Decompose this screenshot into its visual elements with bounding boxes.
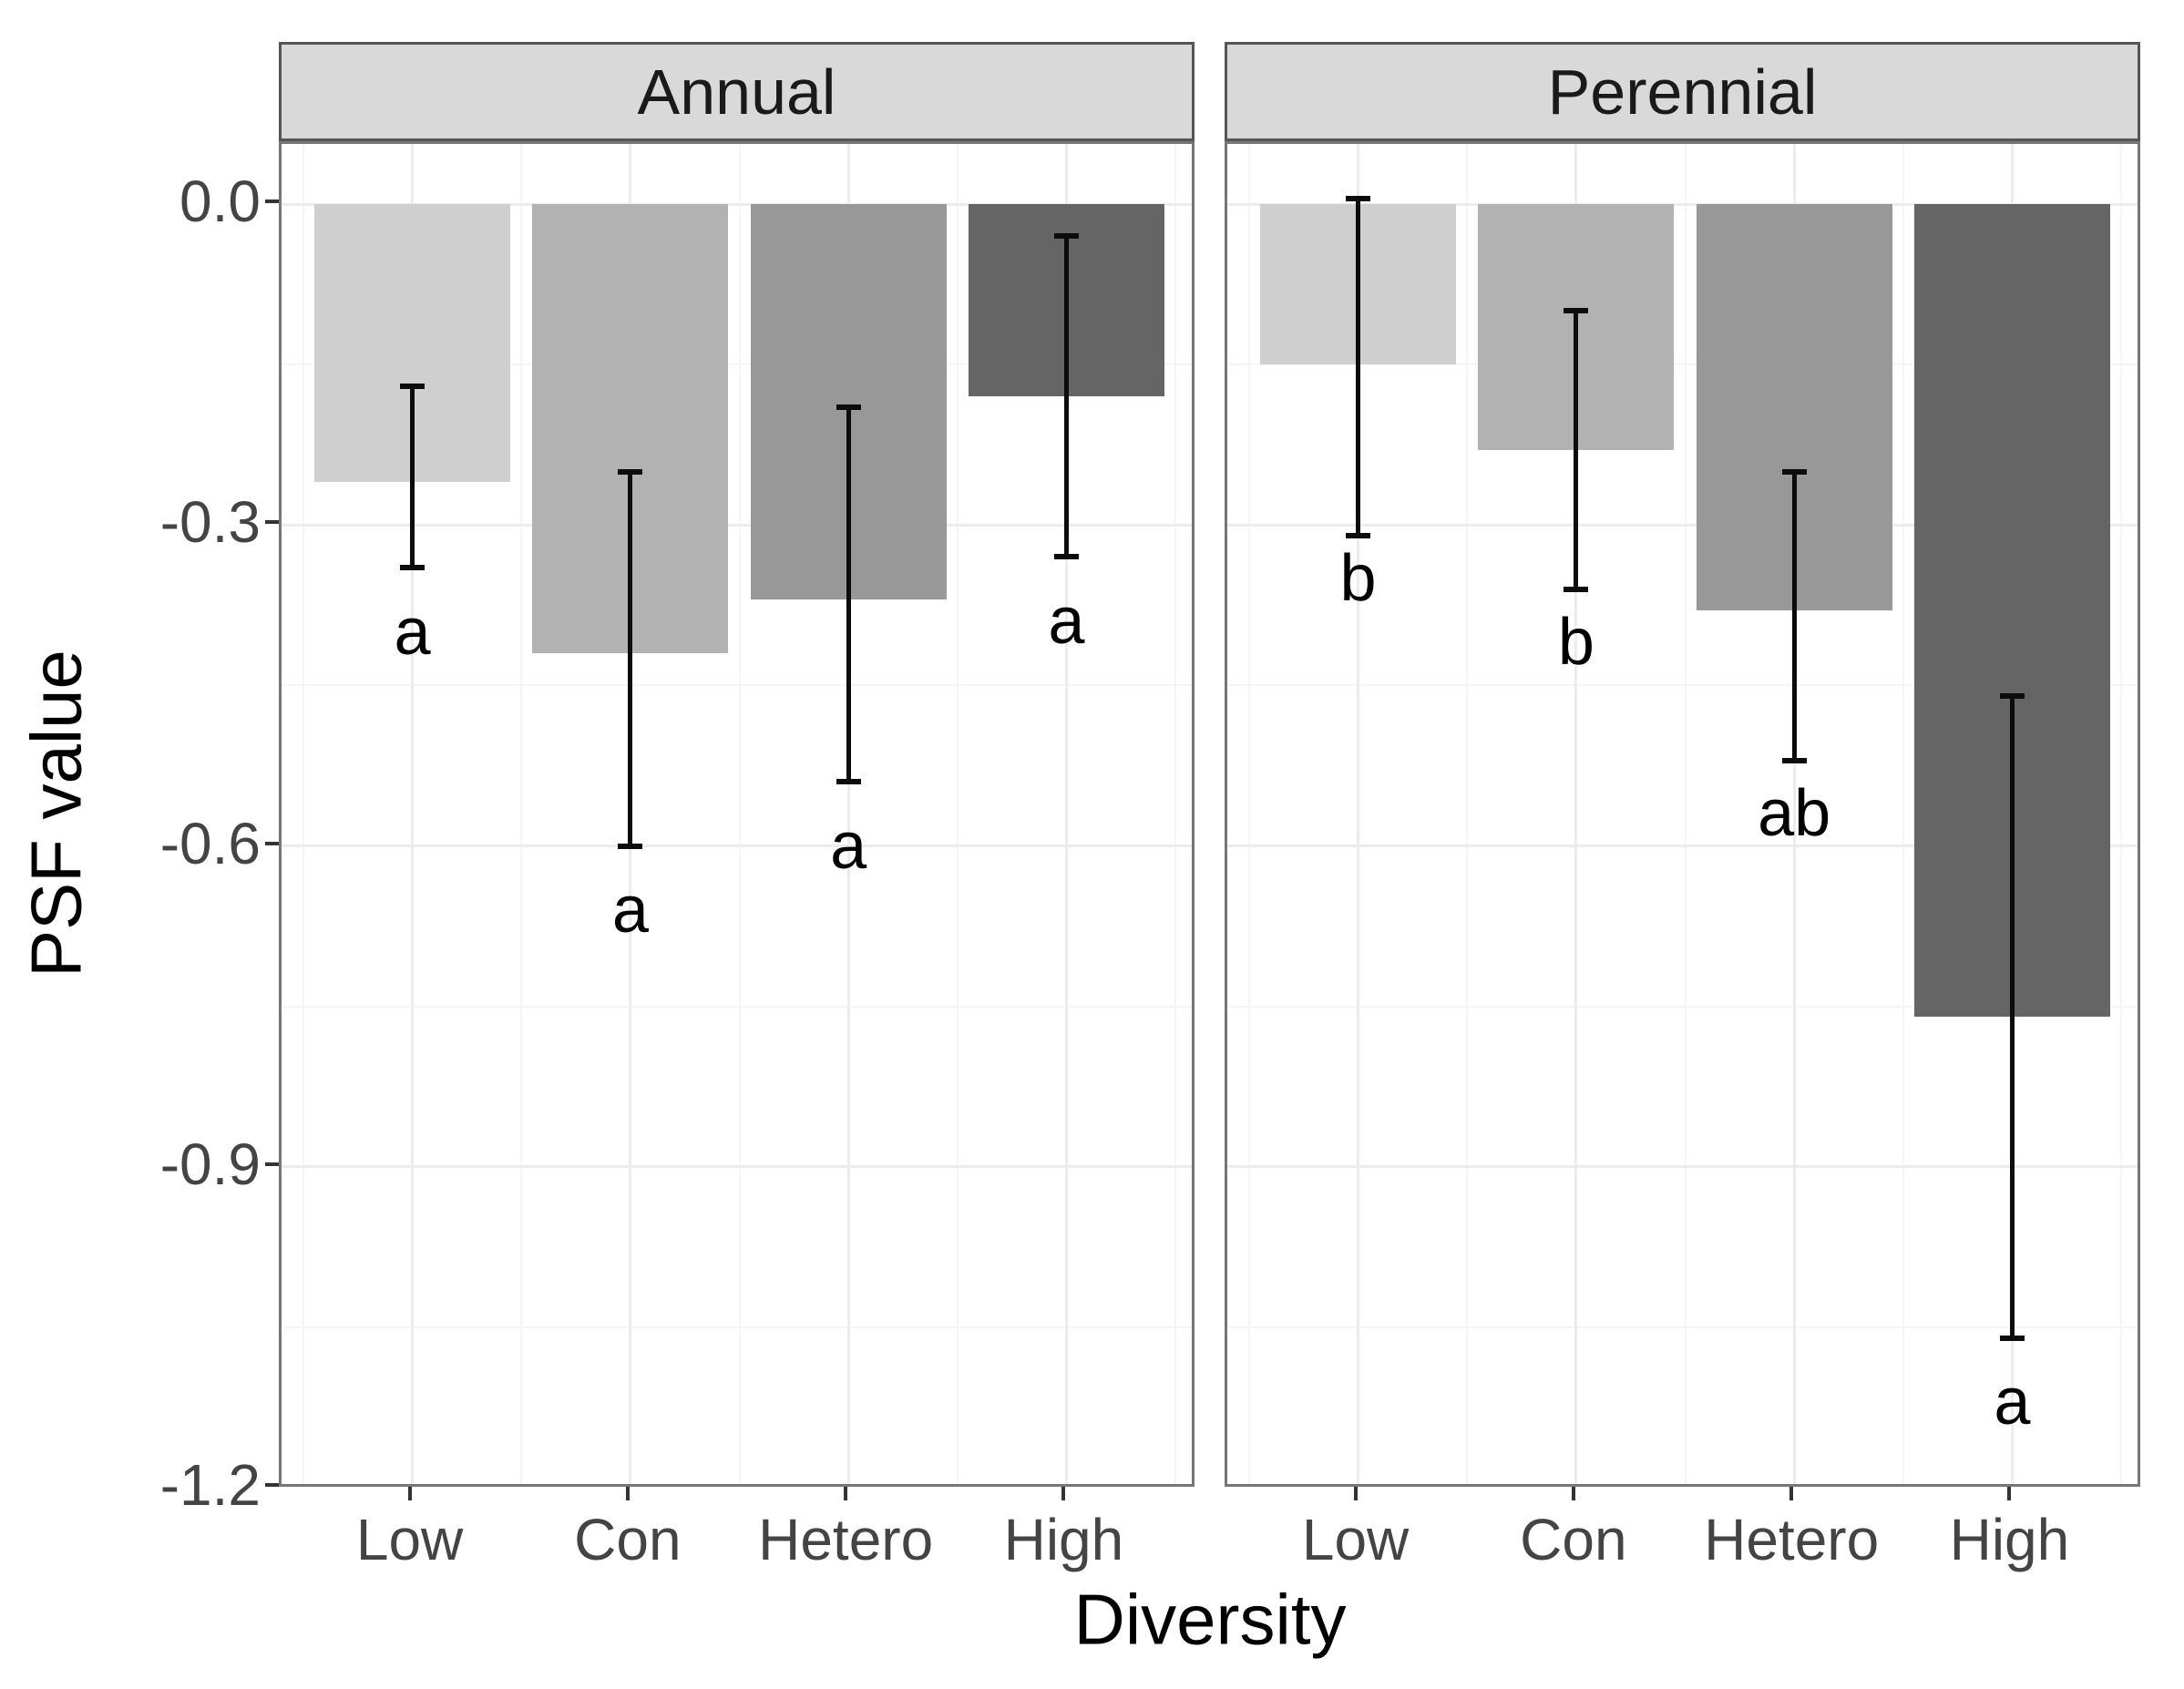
gridline-minor-v: [956, 144, 959, 1484]
facet-strip-label: Annual: [637, 56, 836, 128]
x-tick-label: Low: [1301, 1507, 1410, 1572]
x-tick: [1061, 1487, 1066, 1500]
gridline-major-h: [1227, 202, 2138, 206]
gridline-minor-v: [1174, 144, 1177, 1484]
gridline-major-v: [411, 144, 415, 1484]
y-tick-label: -0.6: [159, 810, 261, 876]
error-bar-cap-top: [1781, 468, 1807, 475]
x-tick: [1353, 1487, 1358, 1500]
y-tick: [265, 1483, 279, 1488]
x-tick: [625, 1487, 630, 1500]
x-tick-label: Hetero: [1704, 1507, 1880, 1572]
gridline-minor-h: [282, 1326, 1192, 1328]
gridline-minor-v: [302, 144, 304, 1484]
gridline-major-h: [282, 523, 1192, 527]
error-bar-stem: [1574, 311, 1579, 589]
error-bar-stem: [1356, 199, 1361, 536]
gridline-major-h: [1227, 1165, 2138, 1169]
gridline-major-h: [1227, 523, 2138, 527]
gridline-minor-v: [1902, 144, 1904, 1484]
sig-letter: a: [830, 809, 867, 883]
gridline-major-h: [1227, 844, 2138, 848]
sig-letter: ab: [1758, 777, 1831, 851]
error-bar-cap-top: [1564, 308, 1589, 314]
gridline-major-v: [1792, 144, 1796, 1484]
x-tick: [844, 1487, 848, 1500]
error-bar-cap-top: [1999, 693, 2025, 700]
gridline-major-v: [1064, 144, 1068, 1484]
error-bar-cap-bottom: [400, 565, 426, 571]
error-bar-cap-bottom: [1999, 1335, 2025, 1341]
gridline-major-v: [1357, 144, 1360, 1484]
error-bar-stem: [846, 407, 851, 783]
y-tick: [265, 841, 279, 845]
error-bar-stem: [410, 385, 415, 568]
gridline-minor-h: [1227, 363, 2138, 366]
x-tick: [2007, 1487, 2012, 1500]
gridline-minor-h: [282, 1005, 1192, 1008]
gridline-major-v: [1574, 144, 1578, 1484]
x-tick-label: Con: [574, 1507, 682, 1572]
gridline-minor-h: [1227, 1326, 2138, 1328]
error-bar-stem: [2009, 696, 2015, 1338]
error-bar-cap-top: [400, 383, 426, 389]
gridline-minor-h: [1227, 684, 2138, 687]
y-tick-label: -0.9: [159, 1131, 261, 1197]
gridline-minor-v: [1684, 144, 1687, 1484]
x-tick-label: Low: [355, 1507, 464, 1572]
error-bar-stem: [1791, 471, 1797, 761]
error-bar-cap-bottom: [1781, 757, 1807, 763]
gridline-major-h: [282, 1165, 1192, 1169]
error-bar-cap-bottom: [1346, 533, 1371, 538]
y-tick: [265, 1162, 279, 1166]
sig-letter: a: [1048, 584, 1085, 658]
gridline-minor-v: [1247, 144, 1250, 1484]
x-tick-label: High: [1003, 1507, 1124, 1572]
x-tick: [1571, 1487, 1575, 1500]
x-tick: [407, 1487, 412, 1500]
error-bar-cap-bottom: [1053, 554, 1079, 560]
facet-strip: Annual: [279, 42, 1195, 141]
y-tick-label: -0.3: [159, 489, 261, 556]
y-tick-label: 0.0: [179, 169, 261, 234]
x-axis-title: Diversity: [1073, 1579, 1347, 1660]
gridline-major-h: [282, 844, 1192, 848]
error-bar-cap-top: [618, 468, 643, 475]
error-bar-cap-bottom: [1564, 586, 1589, 592]
y-tick-label: -1.2: [159, 1452, 261, 1519]
gridline-minor-v: [1466, 144, 1469, 1484]
sig-letter: a: [611, 873, 649, 947]
facet-strip-label: Perennial: [1547, 56, 1818, 128]
gridline-major-h: [282, 202, 1192, 206]
error-bar-cap-top: [1346, 196, 1371, 202]
chart-panel: b b ab a: [1225, 141, 2140, 1487]
error-bar-stem: [1063, 236, 1069, 558]
y-tick: [265, 520, 279, 525]
error-bar-cap-bottom: [618, 843, 643, 849]
x-tick-label: High: [1949, 1507, 2070, 1572]
error-bar-cap-top: [836, 404, 861, 411]
x-tick-label: Con: [1520, 1507, 1627, 1572]
error-bar-stem: [628, 471, 633, 846]
gridline-minor-h: [1227, 1005, 2138, 1008]
gridline-minor-v: [520, 144, 523, 1484]
gridline-minor-h: [282, 363, 1192, 366]
gridline-minor-v: [2120, 144, 2123, 1484]
chart-panel: a a a a: [279, 141, 1195, 1487]
error-bar-cap-top: [1053, 233, 1079, 240]
sig-letter: b: [1339, 541, 1377, 615]
sig-letter: a: [394, 595, 431, 669]
facet-strip: Perennial: [1225, 42, 2140, 141]
x-tick-label: Hetero: [758, 1507, 934, 1572]
gridline-major-v: [846, 144, 850, 1484]
gridline-minor-v: [738, 144, 741, 1484]
y-tick: [265, 200, 279, 203]
x-tick: [1789, 1487, 1794, 1500]
gridline-minor-h: [282, 684, 1192, 687]
sig-letter: b: [1557, 606, 1594, 680]
sig-letter: a: [1994, 1366, 2031, 1439]
error-bar-cap-bottom: [836, 779, 861, 785]
